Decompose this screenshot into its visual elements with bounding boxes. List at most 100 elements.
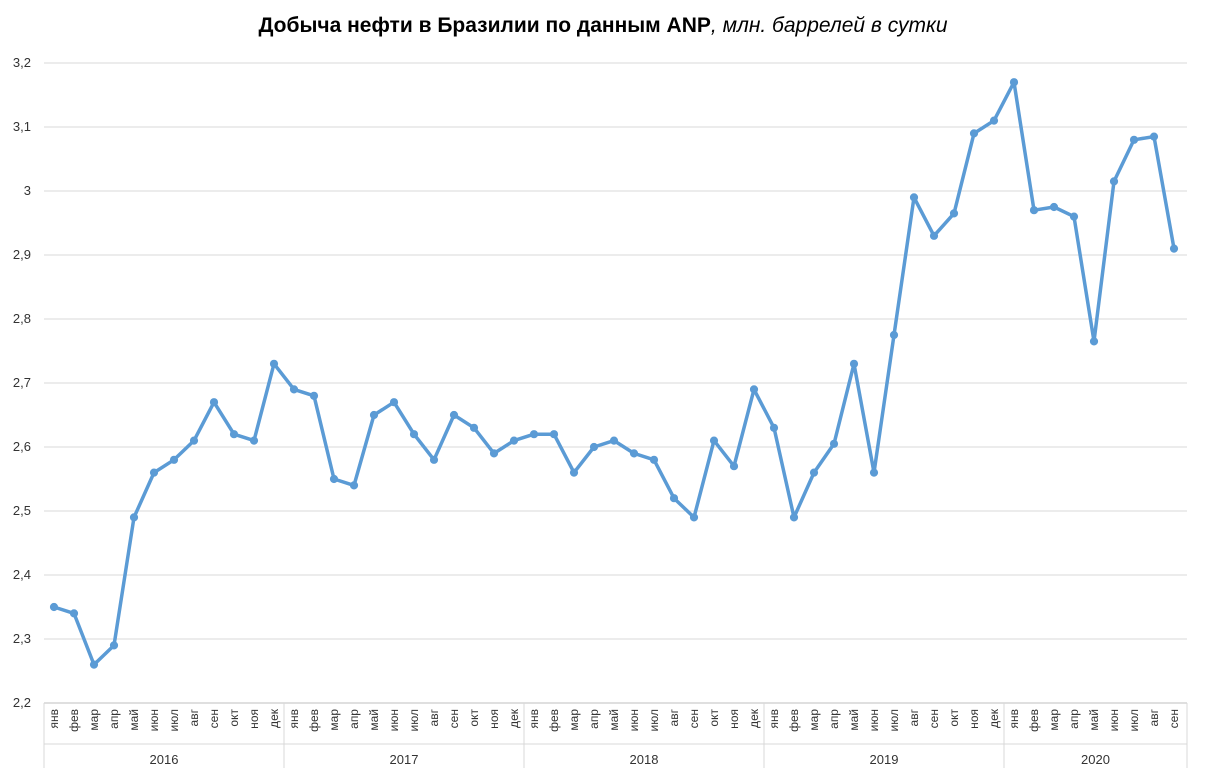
month-tick-label: апр [587,709,601,729]
month-tick-label: сен [207,709,221,728]
y-tick-label: 2,9 [13,247,31,262]
year-tick-label: 2019 [870,752,899,767]
month-tick-label: авг [427,708,441,726]
data-point [109,641,119,650]
data-point [149,468,159,477]
month-tick-label: июн [867,709,881,731]
data-point [229,430,239,439]
data-point [549,430,559,439]
data-point [349,481,359,490]
data-point [849,359,859,368]
data-point [489,449,499,458]
month-tick-label: апр [347,709,361,729]
month-tick-label: июл [407,709,421,731]
month-tick-label: май [127,709,141,731]
data-point [889,330,899,340]
y-tick-label: 2,3 [13,631,31,646]
month-tick-label: ноя [247,709,261,729]
data-point [409,430,419,439]
month-tick-label: янв [527,709,541,729]
month-tick-label: июн [1107,709,1121,731]
data-point [589,442,599,452]
y-tick-label: 2,2 [13,695,31,710]
data-point [929,231,939,240]
data-point [329,474,339,484]
chart-title-unit: , млн. баррелей в сутки [710,14,948,37]
y-tick-label: 3 [24,183,31,198]
month-tick-label: апр [1067,709,1081,729]
chart-title-main: Добыча нефти в Бразилии по данным ANP [258,14,711,37]
data-point [769,423,779,432]
y-tick-label: 2,8 [13,311,31,326]
data-point [609,436,619,445]
data-point [469,423,479,432]
data-point [169,455,179,464]
month-tick-label: дек [267,708,281,728]
data-point [129,513,139,522]
month-tick-label: сен [927,709,941,728]
month-tick-label: мар [1047,709,1061,731]
data-point [309,391,319,400]
y-tick-label: 3,2 [13,55,31,70]
month-tick-label: ноя [727,709,741,729]
data-point [749,385,759,394]
month-tick-label: окт [707,709,721,727]
data-point [1009,78,1019,87]
month-tick-label: янв [767,709,781,729]
data-point [89,660,99,669]
data-point [1049,202,1059,212]
month-tick-label: дек [987,708,1001,728]
month-tick-label: июл [887,709,901,731]
month-tick-label: окт [467,709,481,727]
month-tick-label: май [847,709,861,731]
month-tick-label: дек [747,708,761,728]
month-tick-label: ноя [967,709,981,729]
month-tick-label: янв [287,709,301,729]
data-point [1029,206,1039,215]
data-point [49,602,59,612]
data-point [509,436,519,445]
month-tick-label: апр [827,709,841,729]
data-point [1089,337,1099,346]
data-point [289,385,299,394]
month-tick-label: май [367,709,381,731]
y-tick-label: 2,4 [13,567,31,582]
data-point [189,436,199,445]
month-tick-label: янв [47,709,61,729]
data-point [1149,132,1159,141]
data-point [529,430,539,439]
month-tick-label: авг [1147,708,1161,726]
data-point [649,455,659,464]
y-tick-label: 2,7 [13,375,31,390]
month-tick-label: мар [807,709,821,731]
month-tick-label: фев [67,709,81,732]
y-tick-label: 2,6 [13,439,31,454]
data-point [949,209,959,218]
grid-lines [44,62,1187,704]
data-point [789,513,799,522]
month-tick-label: мар [567,709,581,731]
series-line [52,80,1176,667]
data-point [1069,212,1079,221]
data-point [209,398,219,407]
data-point [429,455,439,464]
month-tick-label: июл [647,709,661,731]
month-tick-label: июн [627,709,641,731]
year-tick-label: 2020 [1081,752,1110,767]
data-point [829,439,839,448]
data-point [909,193,919,202]
year-tick-label: 2018 [630,752,659,767]
month-tick-label: фев [307,709,321,732]
data-point [1169,244,1179,253]
data-point [1129,135,1139,144]
chart-title: Добыча нефти в Бразилии по данным ANP, м… [0,14,1206,38]
month-tick-label: авг [187,708,201,726]
month-tick-label: июн [387,709,401,731]
month-tick-label: июл [167,709,181,731]
data-point [709,436,719,445]
month-tick-label: фев [787,709,801,732]
data-point [449,410,459,420]
month-tick-label: май [1087,709,1101,731]
data-point [729,462,739,471]
